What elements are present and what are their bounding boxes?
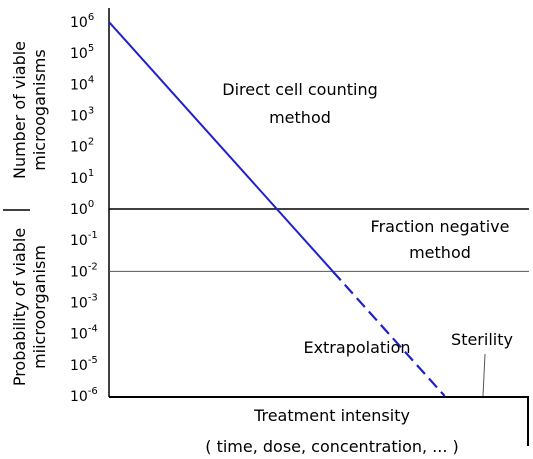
annotation-fraction-negative-line1: Fraction negative <box>371 217 510 236</box>
y-tick-label: 106 <box>70 12 94 31</box>
y-tick-label: 10-2 <box>70 261 98 280</box>
annotation-sterility: Sterility <box>451 330 513 349</box>
x-axis-label: Treatment intensity <box>253 406 410 425</box>
y-axis-label-lower-line2: miicroorganism <box>30 245 49 369</box>
sterility-pointer <box>482 353 486 397</box>
y-tick-label: 104 <box>70 74 94 93</box>
y-axis-label-upper-line2: microoganisms <box>30 49 49 170</box>
y-tick-label: 10-6 <box>70 386 98 405</box>
annotation-extrapolation: Extrapolation <box>303 338 410 357</box>
survival-line-dashed <box>331 270 446 397</box>
x-axis-sublabel: ( time, dose, concentration, ... ) <box>205 437 459 456</box>
annotation-direct-counting-line2: method <box>269 108 331 127</box>
y-tick-label: 100 <box>70 199 94 218</box>
y-tick-label: 101 <box>70 168 94 187</box>
y-tick-label: 10-3 <box>70 293 98 312</box>
y-tick-labels: 106 105 104 103 102 101 100 10-1 10-2 10-3 10-4 10-… <box>70 12 98 405</box>
y-tick-label: 102 <box>70 137 94 156</box>
annotation-direct-counting-line1: Direct cell counting <box>222 80 378 99</box>
y-axis-label-lower-line1: Probability of viable <box>10 228 29 386</box>
y-axis-label-upper-line1: Number of viable <box>10 41 29 179</box>
annotation-fraction-negative-line2: method <box>409 243 471 262</box>
y-tick-label: 10-4 <box>70 324 98 343</box>
survival-line-solid <box>108 21 334 273</box>
y-tick-label: 105 <box>70 43 94 62</box>
y-tick-label: 10-5 <box>70 355 98 374</box>
y-tick-label: 103 <box>70 106 94 125</box>
y-tick-label: 10-1 <box>70 230 98 249</box>
